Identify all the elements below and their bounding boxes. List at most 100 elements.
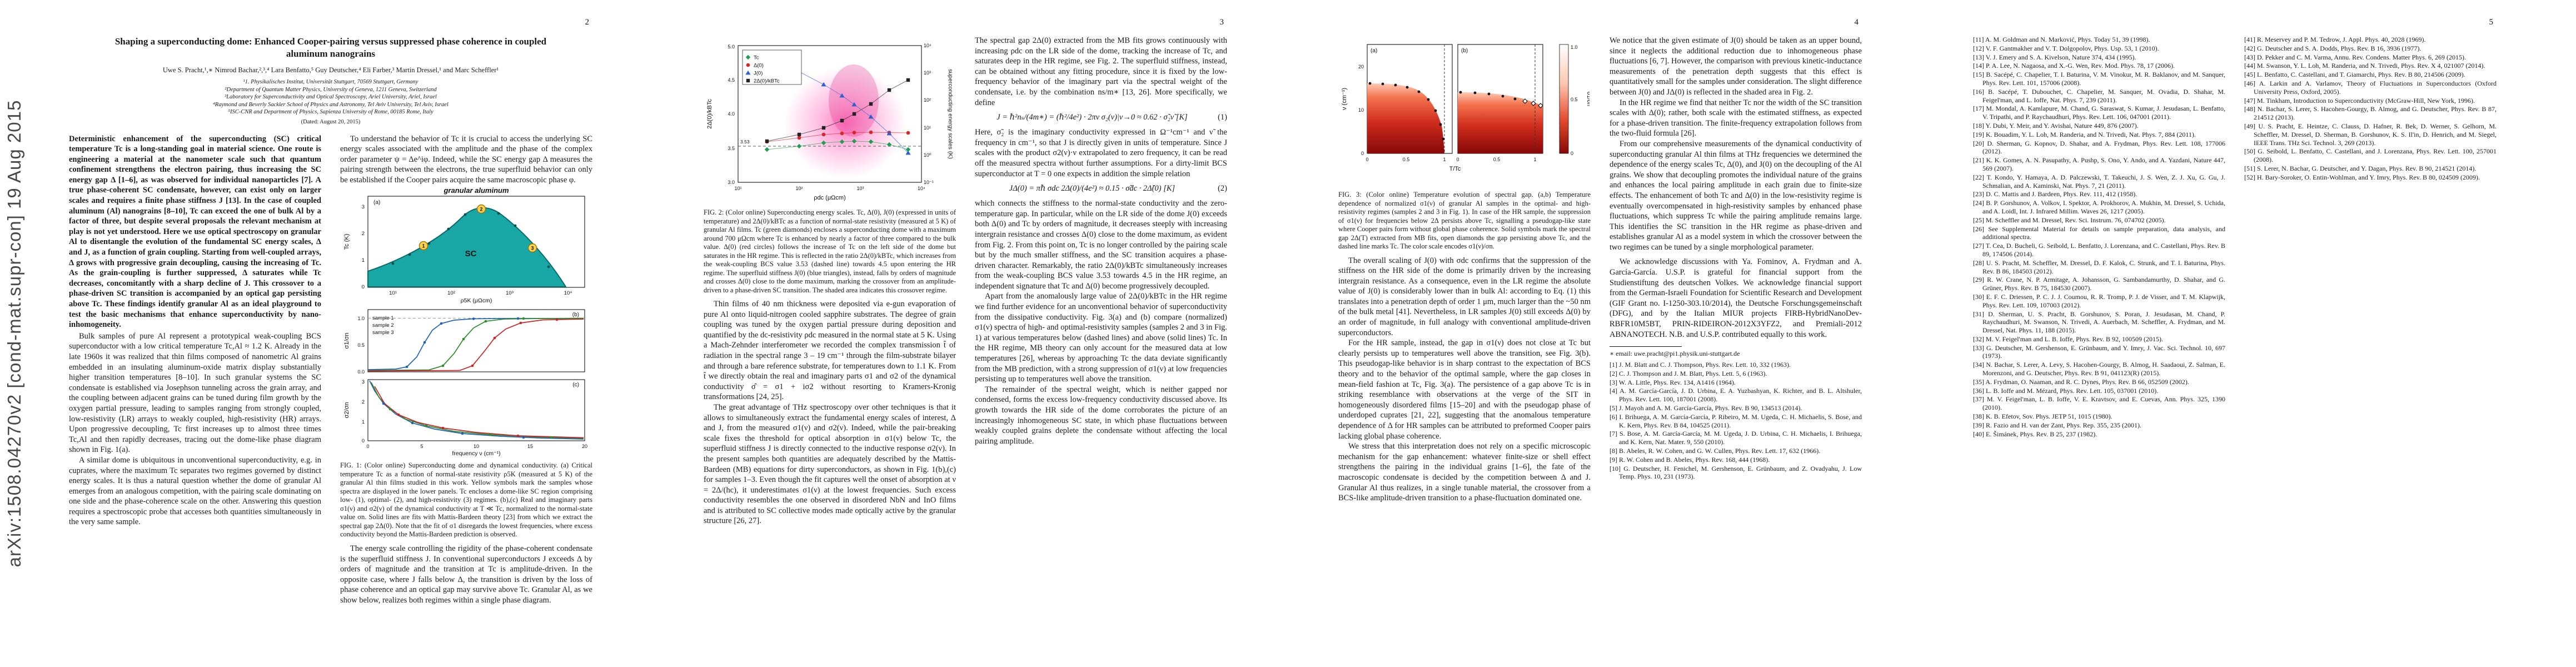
reference-item: [32] M. V. Feigel'man and L. B. Ioffe, P… [1973,335,2164,343]
abstract: Deterministic enhancement of the superco… [69,134,321,330]
page-3: 4 [1298,3,1902,664]
fig1-title: granular aluminum [443,186,509,195]
reference-item: [36] L. B. Ioffe and M. Mézard, Phys. Re… [1973,386,2159,395]
figure-1-caption: FIG. 1: (Color online) Superconducting d… [340,461,592,539]
svg-text:sample 3: sample 3 [372,330,394,336]
body-paragraph: The remainder of the spectral weight, wh… [975,385,1227,446]
reference-item: [44] M. Swanson, Y. L. Loh, M. Randeria,… [2244,62,2485,70]
reference-item: [19] K. Bouadim, Y. L. Loh, M. Randeria,… [1973,130,2196,138]
body-paragraph: To understand the behavior of Tc it is c… [340,134,592,185]
axis-tick-label: 10⁻¹ [924,180,934,185]
axis-tick-label: 10² [795,186,803,191]
axis-tick-label: 0.5 [357,342,365,348]
equation-number: (2) [1218,184,1227,193]
page-number: 5 [2489,18,2494,27]
bcs-ratio-label: 3.53 [740,139,750,145]
equation-number: (1) [1218,113,1227,122]
affiliation: ⁴Raymond and Beverly Sackler School of P… [213,101,449,108]
page3-right-column: We notice that the given estimate of J(0… [1610,36,1862,504]
axis-tick-label: 10 [474,444,479,449]
reference-item: [49] U. S. Pracht, E. Heintze, C. Clauss… [2244,122,2497,147]
x-axis-label: frequency ν (cm⁻¹) [452,450,500,456]
reference-item: [31] D. Sherman, U. S. Pracht, B. Gorshu… [1973,310,2225,335]
reference-item: [16] B. Sacépé, T. Dubouchet, C. Chapeli… [1973,87,2225,104]
footnote-email: ∗ email: uwe.pracht@pi1.physik.uni-stutt… [1610,350,1740,358]
axis-tick-label: 10⁴ [564,290,572,296]
page-4: 5 [11] A. M. Goldman and N. Marković, Ph… [1933,3,2537,664]
title-block: Shaping a superconducting dome: Enhanced… [69,36,592,125]
reference-item: [27] T. Cea, D. Bucheli, G. Seibold, L. … [1973,242,2225,258]
reference-item: [25] M. Scheffler and M. Dressel, Rev. S… [1973,216,2166,224]
fig1-panel-b-axis: 0.0 0.5 1.0 σ1/σn [343,316,365,375]
affiliation: ⁵ISC-CNR and Department of Physics, Sapi… [228,109,434,115]
axis-tick-label: 2 [362,399,365,405]
reference-item: [5] J. Mayoh and A. M. García-García, Ph… [1610,404,1802,412]
page2-right-column: The spectral gap 2Δ(0) extracted from th… [975,36,1227,526]
axis-tick-label: 0 [366,444,369,449]
axis-tick-label: 1.0 [1571,44,1578,50]
fig2-Tc-diamonds [764,138,911,152]
footnote-rule [1610,346,1682,347]
figure-3-spectral-gap-map: (a) (b) [1341,44,1591,172]
paper-title: Shaping a superconducting dome: Enhanced… [114,36,547,59]
page2-left-column: 3.53 [704,36,956,526]
fig3-panel-a-gap-markers [1368,82,1445,141]
reference-item: [39] R. Fazio and H. van der Zant, Phys.… [1973,421,2141,429]
fig3-panel-b-gap-markers [1459,91,1517,101]
reference-list: [1] J. M. Blatt and C. J. Thompson, Phys… [1610,361,1862,481]
fig1-panel-a-axis: 0 1 2 3 10¹ 10² 10³ 10⁴ Tc (K) ρ5K (μΩcm… [343,204,572,304]
reference-item: [40] E. Šimánek, Phys. Rev. B 25, 237 (1… [1973,430,2097,438]
x-axis-label: ρdc (μΩcm) [814,195,845,201]
body-paragraph: which connects the stiffness to the norm… [975,199,1227,291]
reference-item: [38] K. B. Efetov, Sov. Phys. JETP 51, 1… [1973,412,2112,421]
fig1-sample-legend: sample 1 sample 2 sample 3 [372,315,394,336]
reference-item: [30] E. F. C. Driessen, P. C. J. J. Coum… [1973,292,2225,309]
reference-item: [9] R. W. Cohen and B. Abeles, Phys. Rev… [1610,455,1770,464]
body-paragraph: A similar dome is ubiquitous in unconven… [69,455,321,527]
reference-item: [21] K. K. Gomes, A. N. Pasupathy, A. Pu… [1973,156,2225,172]
figure-2-caption: FIG. 2: (Color online) Superconducting e… [704,208,956,294]
axis-tick-label: 0.0 [357,369,365,375]
axis-tick-label: 1 [362,419,365,425]
axis-tick-label: 0.5 [1403,157,1410,162]
axis-tick-label: 0 [1366,157,1368,162]
panel-letter: (c) [572,382,579,388]
fig1-sc-label: SC [465,249,477,258]
reference-item: [52] H. Bary-Soroker, O. Entin-Wohlman, … [2244,173,2480,181]
axis-tick-label: 15 [527,444,533,449]
acknowledgments: We acknowledge discussions with Ya. Fomi… [1610,257,1862,339]
axis-tick-label: 10² [447,290,455,296]
axis-tick-label: 1.0 [357,316,365,321]
reference-item: [28] U. S. Pracht, M. Scheffler, M. Dres… [1973,258,2225,275]
y-axis-label: 2Δ(0)/kBTc [706,99,713,129]
page4-right-column: [41] R. Meservey and P. M. Tedrow, J. Ap… [2244,36,2497,439]
reference-item: [23] D. C. Mattis and J. Bardeen, Phys. … [1973,190,2137,198]
fig2-crossover-shading [784,64,906,178]
fig2-ratio-squares [765,78,910,143]
reference-item: [4] A. M. García-García, J. D. Urbina, E… [1610,387,1862,404]
axis-tick-label: 10¹ [734,186,741,191]
axis-tick-label: 5.0 [728,44,735,49]
fig3-colorbar-ticks: 1.0 0.5 0 σ1/σn [1571,44,1591,156]
panel-letter: (b) [1461,48,1468,54]
page1-right-column: To understand the behavior of Tc it is c… [340,134,592,606]
x-axis-label: ρ5K (μΩcm) [461,297,492,304]
equation-body: J = ℏ²nₛ/(4m∗) = (ℏ²/4e²) · 2πν σ₂(ν)|ν→… [996,113,1188,122]
reference-item: [11] A. M. Goldman and N. Marković, Phys… [1973,36,2150,43]
reference-item: [7] S. Bose, A. M. García-García, M. M. … [1610,430,1862,446]
body-paragraph: In the HR regime we find that neither Tc… [1610,98,1862,138]
fig1-panel-c-frame [367,379,585,442]
reference-item: [10] G. Deutscher, H. Fenichel, M. Gersh… [1610,464,1862,481]
axis-tick-label: 3.5 [728,146,735,151]
figure-1-dome-and-conductivity: granular aluminum SC 1 [343,186,587,457]
svg-text:1: 1 [422,243,425,249]
reference-item: [2] C. J. Thompson and J. M. Blatt, Phys… [1610,369,1767,377]
date-line: (Dated: August 20, 2015) [301,118,361,125]
reference-item: [51] S. Lerer, N. Bachar, G. Deutscher, … [2244,164,2477,172]
panel-letter: (a) [1371,48,1377,54]
body-paragraph: From our comprehensive measurements of t… [1610,139,1862,252]
reference-item: [45] L. Benfatto, C. Castellani, and T. … [2244,71,2465,79]
fig3-pseudogap-diamonds [1522,98,1543,108]
panel-letter: (b) [572,312,579,318]
axis-tick-label: 4.5 [728,77,735,83]
